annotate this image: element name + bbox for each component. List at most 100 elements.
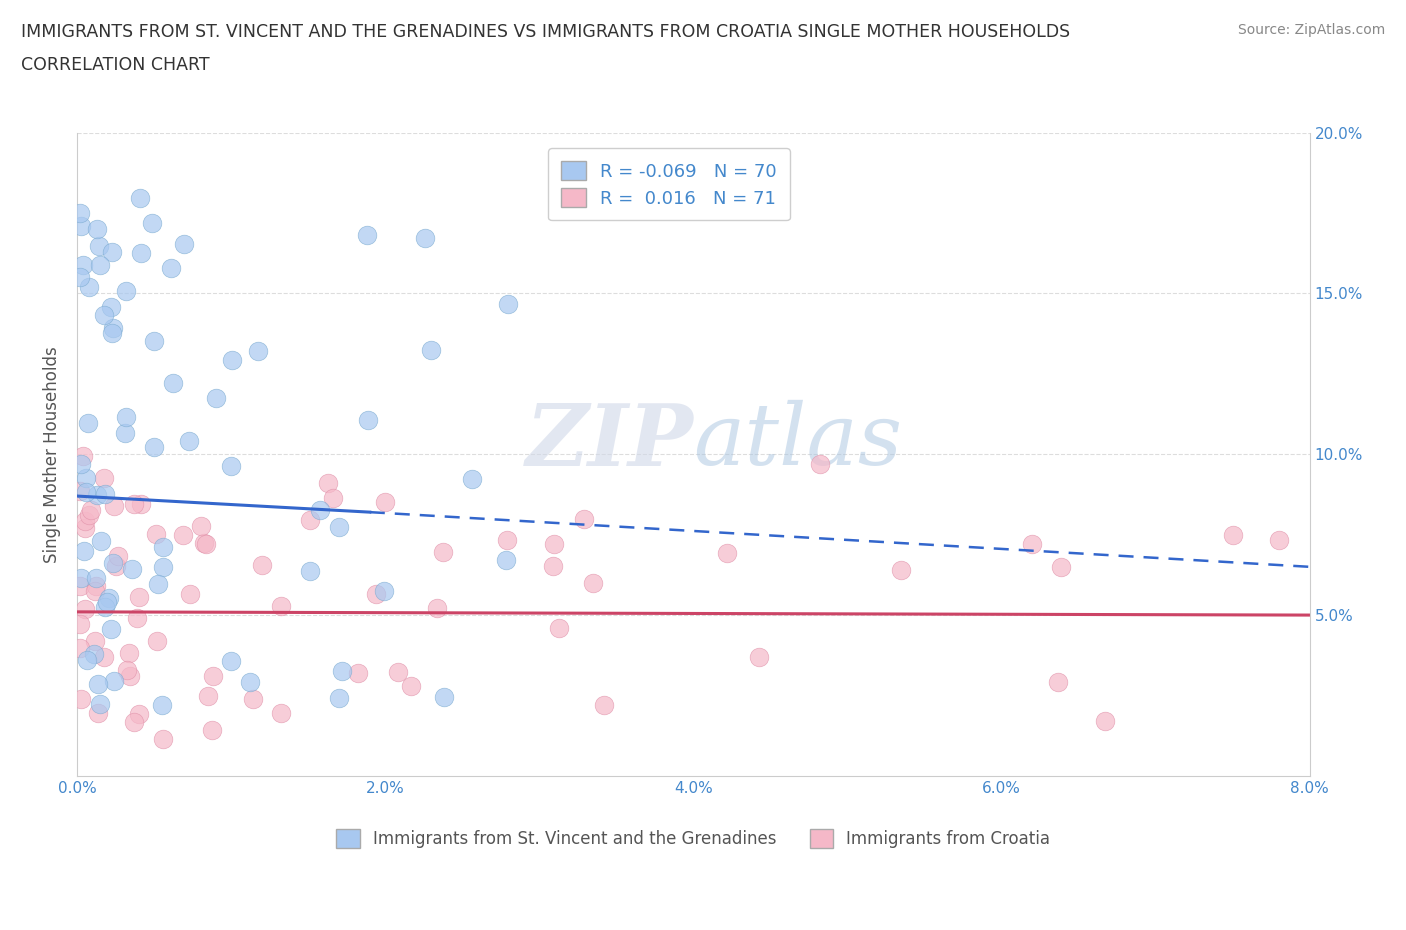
Point xyxy=(328,690,350,705)
Point xyxy=(347,666,370,681)
Point xyxy=(118,668,141,683)
Point xyxy=(593,698,616,712)
Point xyxy=(143,334,166,349)
Point xyxy=(128,707,150,722)
Point xyxy=(69,457,91,472)
Point xyxy=(145,526,167,541)
Point xyxy=(87,239,110,254)
Point xyxy=(101,245,124,259)
Point xyxy=(86,221,108,236)
Point xyxy=(69,270,91,285)
Y-axis label: Single Mother Households: Single Mother Households xyxy=(44,346,60,563)
Point xyxy=(131,497,153,512)
Point xyxy=(83,646,105,661)
Point xyxy=(146,577,169,591)
Point xyxy=(94,600,117,615)
Point xyxy=(330,663,353,678)
Point xyxy=(270,706,292,721)
Point xyxy=(114,425,136,440)
Text: ZIP: ZIP xyxy=(526,400,693,483)
Point xyxy=(84,584,107,599)
Point xyxy=(86,487,108,502)
Point xyxy=(107,549,129,564)
Point xyxy=(103,498,125,513)
Point xyxy=(87,677,110,692)
Point xyxy=(101,326,124,340)
Point xyxy=(308,502,330,517)
Point xyxy=(70,570,93,585)
Point xyxy=(808,457,831,472)
Point xyxy=(242,692,264,707)
Point xyxy=(73,521,96,536)
Point xyxy=(84,571,107,586)
Point xyxy=(1222,527,1244,542)
Point xyxy=(141,216,163,231)
Point xyxy=(115,662,138,677)
Point xyxy=(239,675,262,690)
Point xyxy=(77,279,100,294)
Text: Source: ZipAtlas.com: Source: ZipAtlas.com xyxy=(1237,23,1385,37)
Point xyxy=(103,556,125,571)
Point xyxy=(100,621,122,636)
Point xyxy=(322,491,344,506)
Point xyxy=(72,258,94,272)
Point xyxy=(70,219,93,233)
Point xyxy=(94,486,117,501)
Point xyxy=(495,552,517,567)
Point xyxy=(89,697,111,711)
Point xyxy=(143,439,166,454)
Point xyxy=(193,536,215,551)
Text: IMMIGRANTS FROM ST. VINCENT AND THE GRENADINES VS IMMIGRANTS FROM CROATIA SINGLE: IMMIGRANTS FROM ST. VINCENT AND THE GREN… xyxy=(21,23,1070,41)
Point xyxy=(1021,537,1043,551)
Point xyxy=(357,413,380,428)
Point xyxy=(1050,560,1073,575)
Point xyxy=(298,512,321,527)
Point xyxy=(75,471,97,485)
Point xyxy=(318,475,340,490)
Point xyxy=(543,537,565,551)
Point xyxy=(160,260,183,275)
Point xyxy=(127,611,149,626)
Point xyxy=(420,343,443,358)
Point xyxy=(179,587,201,602)
Point xyxy=(124,714,146,729)
Point xyxy=(190,519,212,534)
Point xyxy=(197,689,219,704)
Point xyxy=(152,539,174,554)
Point xyxy=(270,599,292,614)
Point xyxy=(121,562,143,577)
Point xyxy=(72,448,94,463)
Point xyxy=(572,512,595,526)
Point xyxy=(1046,675,1069,690)
Point xyxy=(172,527,194,542)
Point xyxy=(205,391,228,405)
Point xyxy=(426,600,449,615)
Point xyxy=(247,343,270,358)
Point xyxy=(221,352,243,367)
Point xyxy=(69,640,91,655)
Point xyxy=(152,732,174,747)
Point xyxy=(93,471,115,485)
Point xyxy=(1268,533,1291,548)
Point xyxy=(432,545,454,560)
Point xyxy=(250,557,273,572)
Legend: Immigrants from St. Vincent and the Grenadines, Immigrants from Croatia: Immigrants from St. Vincent and the Gren… xyxy=(329,823,1057,855)
Point xyxy=(96,594,118,609)
Point xyxy=(498,297,520,312)
Point xyxy=(86,578,108,593)
Point xyxy=(84,633,107,648)
Point xyxy=(748,650,770,665)
Point xyxy=(461,472,484,486)
Text: CORRELATION CHART: CORRELATION CHART xyxy=(21,56,209,73)
Point xyxy=(118,645,141,660)
Point xyxy=(76,653,98,668)
Point xyxy=(548,620,571,635)
Point xyxy=(219,458,242,473)
Point xyxy=(152,560,174,575)
Point xyxy=(90,533,112,548)
Point xyxy=(219,653,242,668)
Point xyxy=(541,558,564,573)
Point xyxy=(73,543,96,558)
Point xyxy=(146,633,169,648)
Point xyxy=(374,495,396,510)
